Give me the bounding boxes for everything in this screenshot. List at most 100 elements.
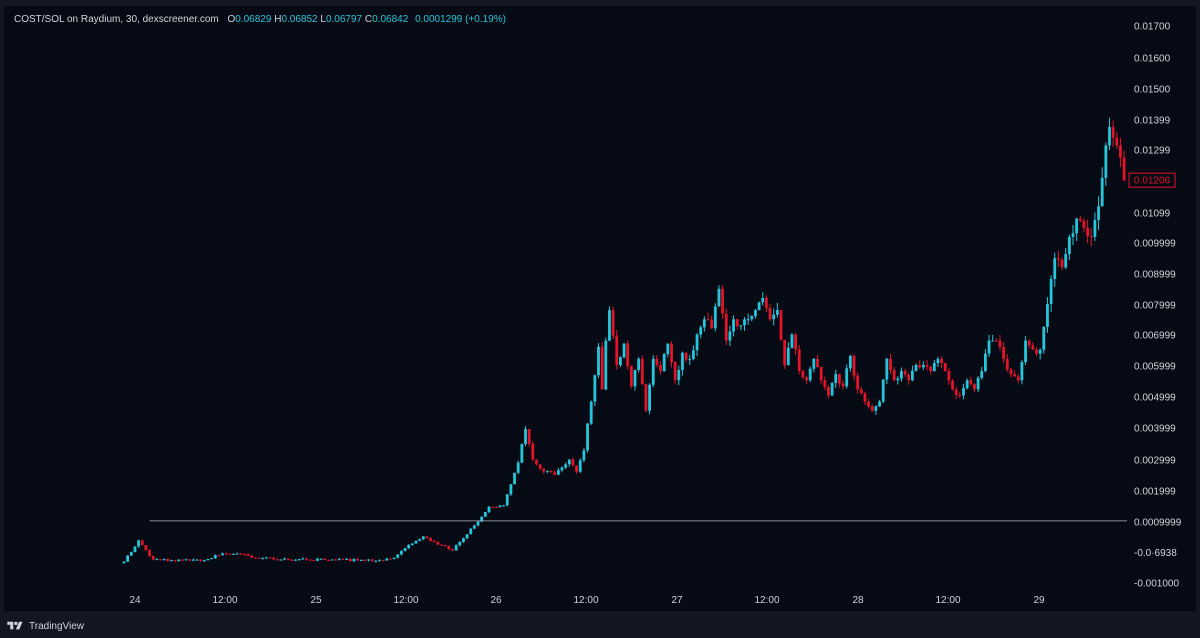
candle-up <box>746 319 750 321</box>
time-scale[interactable] <box>4 589 1127 611</box>
candle-up <box>728 331 732 341</box>
price-tick-label: 0.002999 <box>1134 456 1176 467</box>
candle-down <box>852 355 856 376</box>
price-tick-label: 0.01399 <box>1134 116 1171 127</box>
time-tick-label: 12:00 <box>573 595 598 606</box>
candle-up <box>962 388 965 396</box>
price-tick-label: 0.01500 <box>1134 85 1171 96</box>
candle-up <box>564 464 568 468</box>
candle-up <box>264 557 268 559</box>
candle-down <box>684 352 688 360</box>
chart-legend: COST/SOL on Raydium, 30, dexscreener.com… <box>14 14 506 25</box>
candle-down <box>801 371 805 378</box>
candle-up <box>385 558 389 561</box>
candle-up <box>316 558 319 561</box>
candle-up <box>122 561 126 564</box>
candle-up <box>593 375 597 402</box>
candle-down <box>1005 358 1009 370</box>
candle-down <box>148 550 151 556</box>
candle-up <box>881 379 885 402</box>
candle-up <box>297 559 301 561</box>
candle-down <box>856 375 860 390</box>
candle-down <box>1119 145 1122 158</box>
ohlc-values: O0.06829 H0.06852 L0.06797 C0.06842 <box>228 14 412 25</box>
candle-down <box>181 559 184 561</box>
candle-down <box>268 557 272 559</box>
close-key: C <box>364 14 373 25</box>
candle-down <box>323 558 327 560</box>
candle-up <box>221 553 224 556</box>
candle-up <box>294 559 297 561</box>
candle-up <box>1071 233 1075 237</box>
candle-down <box>538 464 542 469</box>
candle-down <box>907 374 911 381</box>
candle-down <box>1111 127 1115 138</box>
candle-up <box>337 558 341 560</box>
candle-up <box>469 528 473 535</box>
candle-up <box>301 558 305 560</box>
chart-pane[interactable] <box>4 6 1127 589</box>
candle-up <box>757 302 761 311</box>
price-tick-label: 0.001999 <box>1134 487 1176 498</box>
candle-down <box>721 288 724 314</box>
price-tick-label: 0.01299 <box>1134 146 1171 157</box>
candle-down <box>199 559 203 561</box>
candle-down <box>527 429 531 444</box>
candle-down <box>305 558 308 560</box>
candle-up <box>1075 218 1079 234</box>
candle-up <box>578 460 582 472</box>
candle-down <box>969 380 973 385</box>
brand-name: TradingView <box>29 620 85 632</box>
symbol-title: COST/SOL on Raydium, 30, dexscreener.com <box>14 14 219 25</box>
candle-up <box>177 559 181 562</box>
candle-down <box>381 560 385 562</box>
candle-down <box>140 540 144 546</box>
candle-up <box>170 560 173 562</box>
candle-up <box>812 358 816 369</box>
candle-up <box>556 470 560 475</box>
candle-up <box>695 334 699 351</box>
candle-down <box>370 559 374 562</box>
candle-up <box>775 310 779 315</box>
candle-up <box>750 316 754 320</box>
candle-down <box>918 365 922 368</box>
candle-down <box>432 540 436 542</box>
candle-down <box>275 559 279 561</box>
price-tick-label: 0.01700 <box>1134 22 1171 33</box>
candle-down <box>823 380 827 387</box>
candle-up <box>505 494 509 506</box>
candle-up <box>210 558 213 560</box>
candle-down <box>958 394 962 396</box>
candle-down <box>440 544 443 546</box>
candle-down <box>443 545 447 547</box>
open-key: O <box>227 14 236 25</box>
candle-up <box>279 559 283 561</box>
candle-down <box>783 340 787 365</box>
candle-up <box>403 548 407 552</box>
candle-down <box>341 558 345 560</box>
time-tick-label: 28 <box>852 595 864 606</box>
candle-down <box>724 313 728 341</box>
candle-up <box>622 343 626 358</box>
candle-down <box>1086 227 1089 237</box>
candle-up <box>396 554 400 558</box>
candle-up <box>914 365 918 371</box>
candle-up <box>597 346 600 376</box>
candle-down <box>151 555 155 560</box>
candle-down <box>363 559 367 561</box>
candle-down <box>1089 236 1093 238</box>
candle-down <box>549 470 553 473</box>
candle-down <box>863 393 867 402</box>
candle-up <box>206 559 210 561</box>
time-tick-label: 25 <box>310 595 322 606</box>
candle-up <box>965 380 969 389</box>
candle-down <box>841 383 845 387</box>
brand-footer[interactable]: TradingView <box>6 618 84 634</box>
candle-down <box>1082 220 1086 228</box>
candle-down <box>425 536 429 539</box>
candle-up <box>976 377 980 390</box>
candle-down <box>892 370 896 381</box>
candle-up <box>345 558 349 560</box>
price-scale[interactable] <box>1127 6 1196 589</box>
